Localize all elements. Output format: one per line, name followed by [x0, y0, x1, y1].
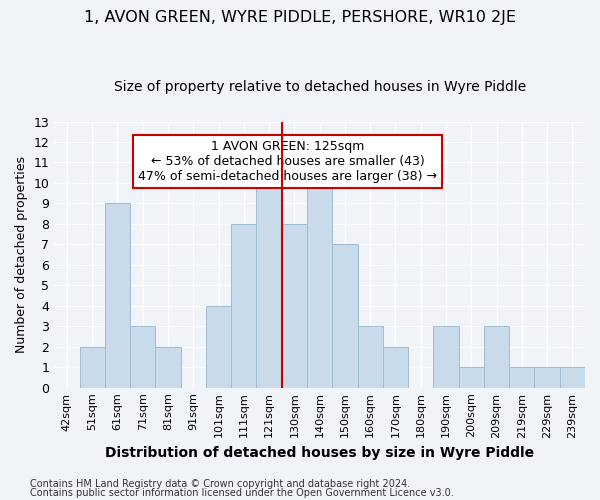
Bar — [535, 367, 560, 388]
Bar — [206, 306, 231, 388]
Bar — [484, 326, 509, 388]
Bar — [282, 224, 307, 388]
Text: 1 AVON GREEN: 125sqm
← 53% of detached houses are smaller (43)
47% of semi-detac: 1 AVON GREEN: 125sqm ← 53% of detached h… — [139, 140, 437, 183]
Bar — [231, 224, 256, 388]
Bar — [560, 367, 585, 388]
Text: 1, AVON GREEN, WYRE PIDDLE, PERSHORE, WR10 2JE: 1, AVON GREEN, WYRE PIDDLE, PERSHORE, WR… — [84, 10, 516, 25]
Bar — [358, 326, 383, 388]
Bar — [383, 346, 408, 388]
Title: Size of property relative to detached houses in Wyre Piddle: Size of property relative to detached ho… — [113, 80, 526, 94]
Bar — [80, 346, 105, 388]
Bar — [155, 346, 181, 388]
Text: Contains HM Land Registry data © Crown copyright and database right 2024.: Contains HM Land Registry data © Crown c… — [30, 479, 410, 489]
Bar — [256, 162, 282, 388]
Text: Contains public sector information licensed under the Open Government Licence v3: Contains public sector information licen… — [30, 488, 454, 498]
Bar — [458, 367, 484, 388]
Bar — [332, 244, 358, 388]
Bar — [509, 367, 535, 388]
Bar — [433, 326, 458, 388]
X-axis label: Distribution of detached houses by size in Wyre Piddle: Distribution of detached houses by size … — [105, 446, 534, 460]
Y-axis label: Number of detached properties: Number of detached properties — [15, 156, 28, 353]
Bar — [130, 326, 155, 388]
Bar — [105, 204, 130, 388]
Bar — [307, 162, 332, 388]
